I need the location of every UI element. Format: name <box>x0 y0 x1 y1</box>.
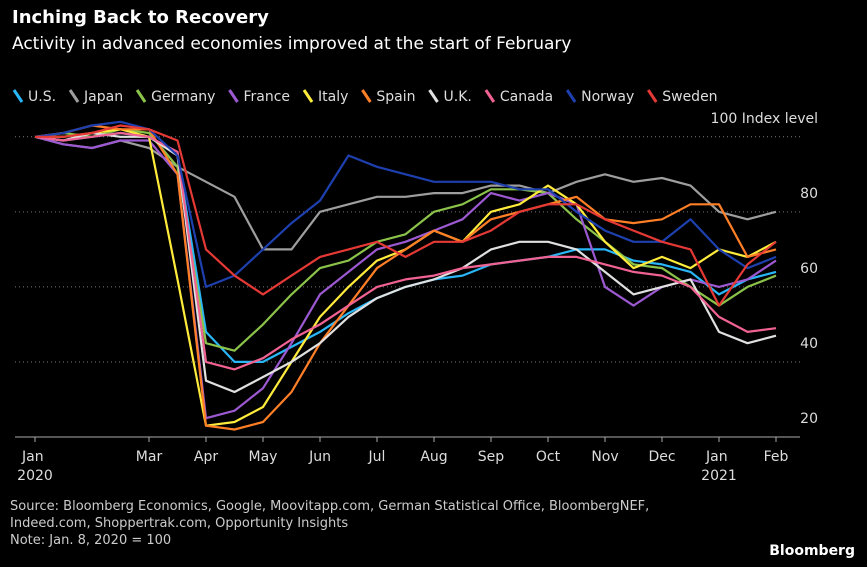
legend-label: U.K. <box>444 89 472 105</box>
legend-swatch <box>68 89 80 103</box>
x-tick-label: May <box>249 449 278 465</box>
x-tick-label: Apr <box>194 449 218 465</box>
legend-swatch <box>428 89 439 103</box>
legend-label: Spain <box>376 89 415 105</box>
footnotes: Source: Bloomberg Economics, Google, Moo… <box>10 498 730 549</box>
legend-swatch <box>565 89 577 103</box>
x-tick-label: Sep <box>478 449 505 465</box>
y-tick-label: 20 <box>800 411 818 427</box>
series-line <box>34 135 777 420</box>
x-tick-label: Jan 2021 <box>701 449 737 484</box>
y-tick-label: 80 <box>800 186 818 202</box>
chart-title: Inching Back to Recovery <box>12 7 269 28</box>
y-tick-label: 100 Index level <box>711 111 818 127</box>
legend-swatch <box>646 89 658 103</box>
legend-swatch <box>361 89 372 103</box>
x-tick-label: Feb <box>764 449 789 465</box>
x-tick-label: Aug <box>420 449 447 465</box>
legend: U.S. Japan Germany France Italy Spain U.K. Cana… <box>12 89 718 105</box>
chart-subtitle: Activity in advanced economies improved … <box>12 34 571 54</box>
legend-label: U.S. <box>28 89 56 105</box>
footnote-box: Source: Bloomberg Economics, Google, Moo… <box>10 498 730 549</box>
series-line <box>34 131 777 371</box>
y-tick-label: 60 <box>800 261 818 277</box>
legend-label: Germany <box>151 89 215 105</box>
legend-swatch <box>302 89 314 103</box>
x-tick-label: Oct <box>536 449 561 465</box>
y-tick-label: 40 <box>800 336 818 352</box>
legend-label: Italy <box>318 89 348 105</box>
legend-label: Canada <box>500 89 553 105</box>
x-tick-label: Mar <box>136 449 163 465</box>
x-tick-label: Nov <box>591 449 618 465</box>
series-line <box>34 120 777 288</box>
legend-swatch <box>135 89 147 103</box>
series-line <box>34 131 777 394</box>
legend-swatch <box>228 89 239 103</box>
legend-swatch <box>484 89 496 103</box>
x-tick-label: Jan 2020 <box>17 449 53 484</box>
legend-label: France <box>243 89 290 105</box>
brand: Bloomberg <box>769 543 855 559</box>
series-line <box>35 124 777 307</box>
legend-swatch <box>12 89 24 103</box>
legend-label: Norway <box>581 89 634 105</box>
legend-label: Sweden <box>662 89 717 105</box>
note: Note: Jan. 8, 2020 = 100 <box>10 533 172 548</box>
x-tick-label: Dec <box>648 449 675 465</box>
x-tick-label: Jun <box>308 449 331 465</box>
source: Source: Bloomberg Economics, Google, Moo… <box>10 499 650 531</box>
series-line <box>34 135 777 251</box>
x-tick-label: Jul <box>368 449 386 465</box>
legend-label: Japan <box>83 89 123 105</box>
series-line <box>34 131 777 363</box>
